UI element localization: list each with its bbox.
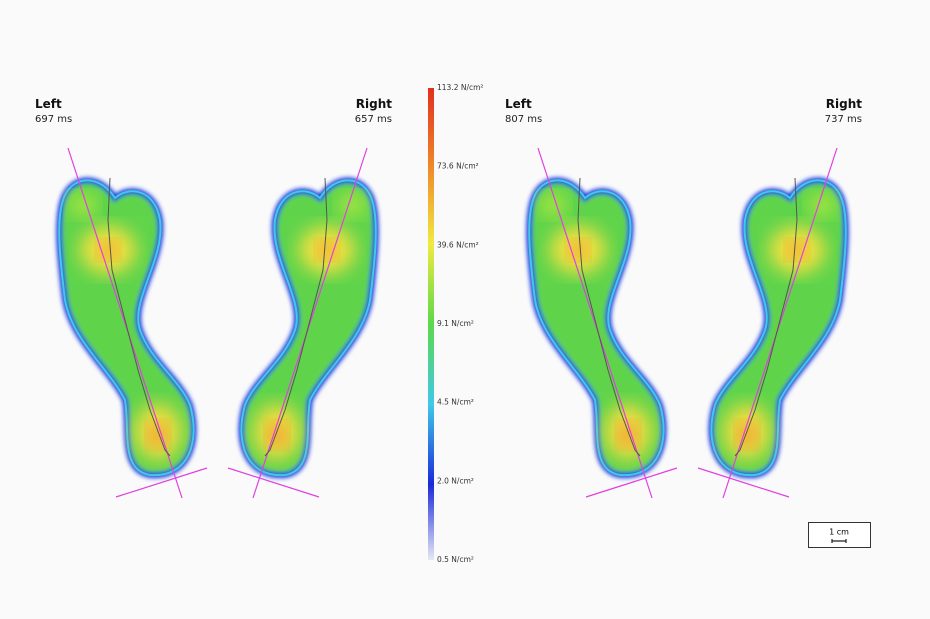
footprint — [228, 148, 376, 498]
color-scale-label: 2.0 N/cm² — [437, 476, 474, 485]
foot-label: Left — [35, 97, 62, 111]
footprint — [59, 148, 207, 498]
color-scale-label: 39.6 N/cm² — [437, 240, 479, 249]
color-scale-label: 73.6 N/cm² — [437, 162, 479, 171]
footprint — [698, 148, 846, 498]
foot-label: Right — [356, 97, 392, 111]
color-scale-label: 4.5 N/cm² — [437, 398, 474, 407]
footprint — [529, 148, 677, 498]
color-scale-label: 0.5 N/cm² — [437, 555, 474, 564]
foot-label: Right — [826, 97, 862, 111]
scale-bar-box — [808, 522, 871, 548]
color-scale — [428, 88, 434, 560]
scale-bar-label: 1 cm — [829, 528, 849, 537]
color-scale-label: 113.2 N/cm² — [437, 83, 483, 92]
foot-time: 737 ms — [825, 114, 862, 125]
scale-bar — [831, 539, 847, 543]
foot-time: 657 ms — [355, 114, 392, 125]
foot-time: 807 ms — [505, 114, 542, 125]
foot-time: 697 ms — [35, 114, 72, 125]
color-scale-label: 9.1 N/cm² — [437, 319, 474, 328]
foot-label: Left — [505, 97, 532, 111]
